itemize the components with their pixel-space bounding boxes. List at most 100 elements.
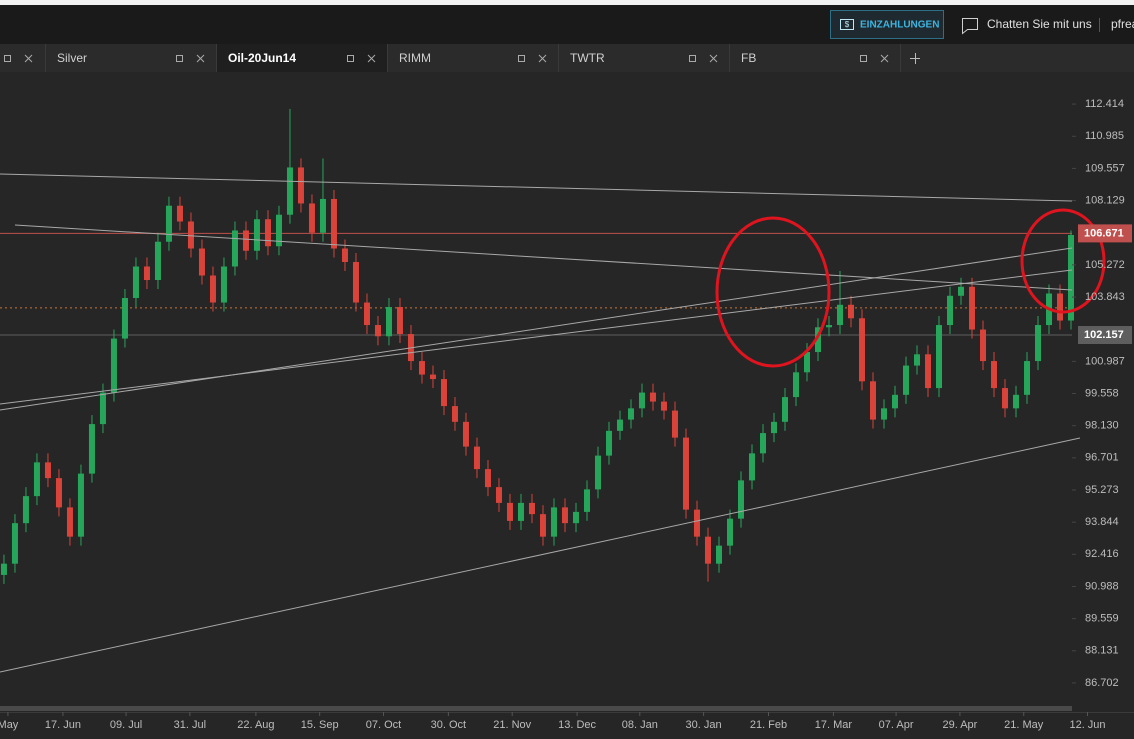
- candle-body: [969, 286, 976, 330]
- price-label: 106.671: [1084, 227, 1124, 239]
- close-icon[interactable]: [538, 54, 547, 63]
- y-tick-label: 99.558: [1085, 387, 1119, 399]
- candle-body: [671, 410, 678, 438]
- candle-body: [1013, 394, 1020, 409]
- close-icon[interactable]: [367, 54, 376, 63]
- top-strip: [0, 0, 1134, 5]
- candle-body: [550, 507, 557, 537]
- tab-label[interactable]: FB: [741, 51, 756, 65]
- restore-icon[interactable]: [176, 55, 183, 62]
- scrollbar[interactable]: [0, 706, 1072, 711]
- candle-body: [253, 219, 260, 251]
- candle-body: [847, 304, 854, 319]
- candle-body: [1024, 361, 1031, 395]
- candle-body: [616, 419, 623, 431]
- close-icon[interactable]: [24, 54, 33, 63]
- candle-body: [429, 374, 436, 380]
- candle-body: [539, 514, 546, 537]
- restore-icon[interactable]: [689, 55, 696, 62]
- candle-body: [473, 446, 480, 470]
- tab[interactable]: [559, 44, 729, 72]
- tab[interactable]: [46, 44, 216, 72]
- axes: 112.414 110.985 109.557 108.129 105.272 103.8…: [0, 98, 1132, 731]
- candle-body: [892, 394, 899, 409]
- price-label-box: [1078, 224, 1132, 243]
- tab[interactable]: [730, 44, 900, 72]
- candle-body: [352, 262, 359, 303]
- candle-body: [418, 361, 425, 375]
- candle-body: [870, 381, 877, 420]
- candle-body: [506, 502, 513, 521]
- candle-body: [451, 406, 458, 422]
- y-tick-label: 109.557: [1085, 162, 1125, 174]
- tab-label[interactable]: TWTR: [570, 51, 605, 65]
- tab[interactable]: [388, 44, 558, 72]
- close-icon[interactable]: [196, 54, 205, 63]
- restore-icon[interactable]: [860, 55, 867, 62]
- price-label: 102.157: [1084, 329, 1124, 341]
- candle-body: [528, 502, 535, 515]
- y-tick-label: 105.272: [1085, 259, 1125, 271]
- add-tab[interactable]: [910, 53, 920, 64]
- price-label-box: [1078, 326, 1132, 345]
- deposit-button[interactable]: [830, 10, 944, 39]
- candle-body: [583, 489, 590, 512]
- candle-body: [33, 462, 40, 497]
- restore-icon[interactable]: [347, 55, 354, 62]
- candle-body: [286, 167, 293, 215]
- close-icon[interactable]: [709, 54, 718, 63]
- candle-body: [947, 295, 954, 326]
- candle-body: [991, 361, 998, 389]
- candle-body: [594, 455, 601, 490]
- restore-icon[interactable]: [518, 55, 525, 62]
- tab-label[interactable]: Silver: [57, 51, 87, 65]
- candle-body: [561, 507, 568, 524]
- candle-body: [759, 433, 766, 454]
- x-tick-label: 21. Nov: [493, 719, 531, 731]
- candle-body: [484, 469, 491, 488]
- candle-body: [638, 392, 645, 409]
- tab[interactable]: [217, 44, 387, 72]
- candle-body: [682, 437, 689, 510]
- plot: [0, 108, 1075, 584]
- tabs: Silver Oil-20Jun14 RIMM TWTR FB: [46, 44, 901, 72]
- x-tick-label: 17. Jun: [45, 719, 81, 731]
- restore-icon[interactable]: [4, 55, 11, 62]
- y-tick-label: 86.702: [1085, 677, 1119, 689]
- trend-lines: [0, 173, 1081, 673]
- candle-body: [110, 338, 117, 393]
- x-tick-label: May: [0, 719, 19, 731]
- candle-body: [958, 286, 965, 296]
- tab-label[interactable]: RIMM: [399, 51, 431, 65]
- candle-body: [792, 372, 799, 398]
- y-tick-label: 96.701: [1085, 452, 1119, 464]
- candle-body: [737, 480, 744, 519]
- x-tick-label: 29. Apr: [942, 719, 977, 731]
- close-icon[interactable]: [880, 54, 889, 63]
- candle-body: [1068, 234, 1075, 321]
- candle-body: [572, 511, 579, 524]
- candle-body: [99, 392, 106, 425]
- candle-body: [374, 325, 381, 337]
- chat-link[interactable]: Chatten Sie mit uns: [987, 17, 1092, 31]
- x-tick-label: 30. Jan: [686, 719, 722, 731]
- x-tick-label: 07. Apr: [879, 719, 914, 731]
- candle-body: [22, 496, 29, 524]
- candle-body: [440, 379, 447, 407]
- candle-body: [77, 473, 84, 537]
- x-tick-label: 17. Mar: [815, 719, 853, 731]
- candle-body: [980, 329, 987, 362]
- x-tick-label: 21. May: [1004, 719, 1044, 731]
- deposit-label[interactable]: EINZAHLUNGEN: [860, 20, 939, 31]
- candle-body: [914, 354, 921, 366]
- y-tick-label: 89.559: [1085, 613, 1119, 625]
- candle-body: [726, 518, 733, 546]
- candle-body: [341, 248, 348, 263]
- candle-body: [770, 421, 777, 434]
- candle-body: [176, 205, 183, 222]
- user-name[interactable]: pfrea: [1111, 17, 1134, 31]
- tab-label[interactable]: Oil-20Jun14: [228, 51, 296, 65]
- candle-body: [264, 219, 271, 247]
